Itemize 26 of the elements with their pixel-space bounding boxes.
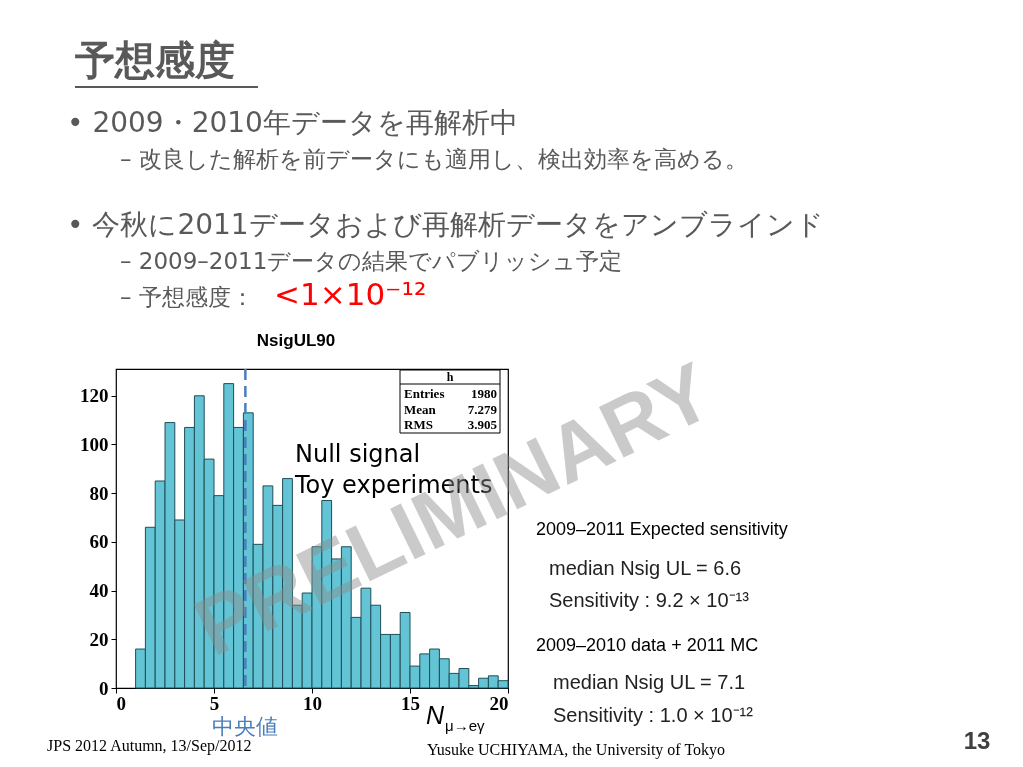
text: – 予想感度：	[120, 284, 254, 310]
y-tick-label: 120	[80, 385, 109, 407]
text: 13	[963, 727, 991, 754]
text: – 改良した解析を前データにも適用し、検出効率を高める。	[120, 146, 748, 172]
text: <1×10⁻¹²	[274, 276, 427, 312]
y-tick-label: 20	[89, 628, 109, 650]
x-tick-label: 15	[401, 692, 420, 714]
x-tick-label: 5	[209, 692, 220, 714]
text: • 2009・2010年データを再解析中	[67, 106, 518, 139]
ref-line-label: 中央値	[212, 714, 279, 739]
chart-title: 予想感度	[74, 37, 235, 83]
text: • 今秋に2011データおよび再解析データをアンブラインド	[67, 208, 824, 241]
text: NsigUL90	[256, 331, 336, 350]
y-tick-label: 80	[89, 482, 109, 504]
text: Yusuke UCHIYAMA, the University of Tokyo	[426, 741, 726, 759]
text: JPS 2012 Autumn, 13/Sep/2012	[47, 737, 252, 755]
y-tick-label: 0	[99, 677, 109, 699]
text: median Nsig UL = 7.1	[553, 671, 746, 693]
x-tick-label: 0	[116, 692, 126, 714]
y-tick-label: 100	[80, 433, 109, 455]
text: – 2009–2011データの結果でパブリッシュ予定	[120, 248, 623, 274]
y-tick-label: 40	[89, 580, 109, 602]
text: Sensitivity : 1.0 × 10⁻¹²	[553, 704, 754, 726]
x-tick-label: 10	[303, 692, 322, 714]
y-tick-label: 60	[89, 531, 109, 553]
x-tick-label: 20	[489, 692, 509, 714]
